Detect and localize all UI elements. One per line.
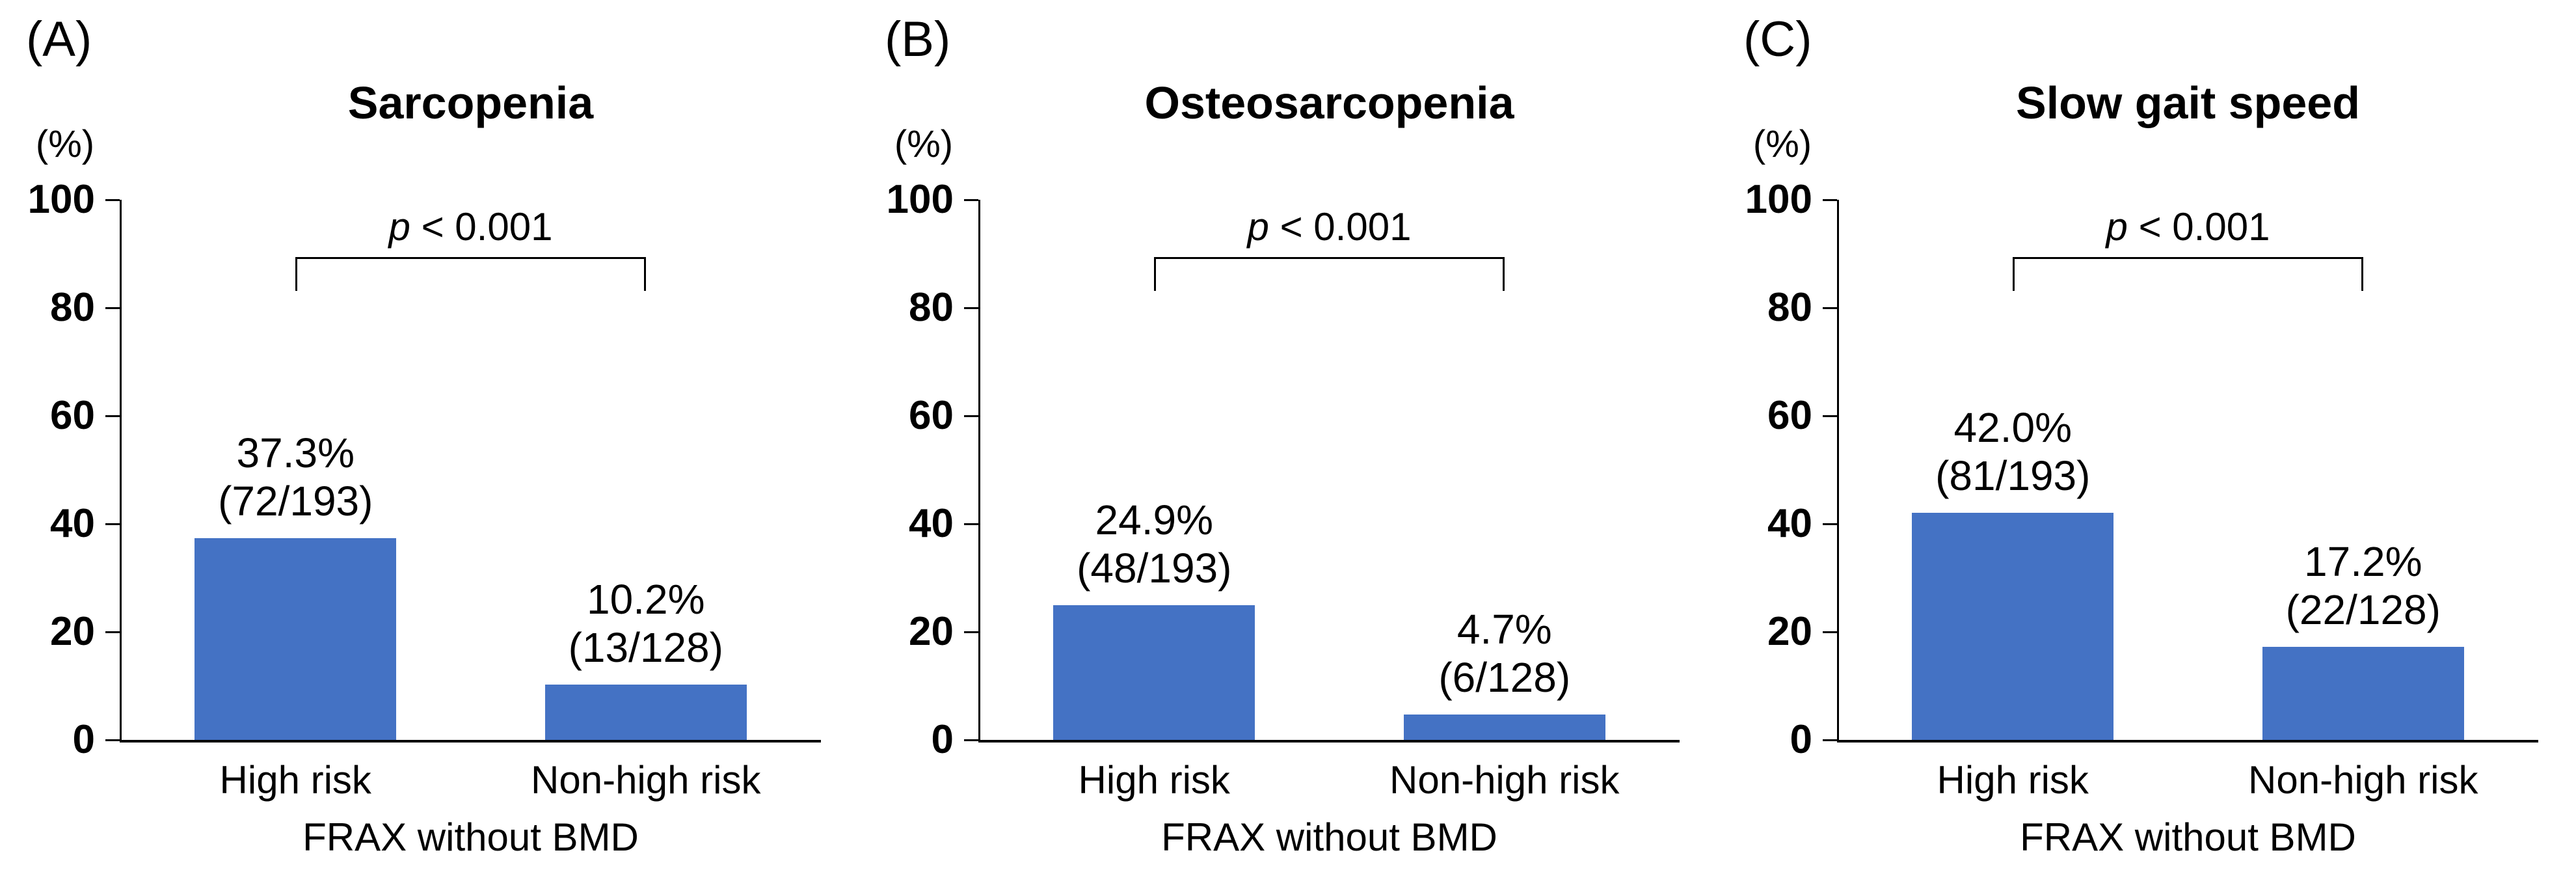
y-tick-label: 60 [1767,393,1812,438]
y-axis-unit-label: (%) [35,123,95,165]
y-tick-label: 100 [1745,177,1812,222]
x-axis-title: FRAX without BMD [2020,815,2356,859]
chart-title: Osteosarcopenia [1144,77,1514,128]
y-tick-mark [964,523,978,525]
x-axis-title: FRAX without BMD [302,815,639,859]
bar-value-label: 4.7% (6/128) [1438,605,1571,701]
y-tick-label: 40 [50,501,95,546]
y-tick-label: 20 [50,609,95,654]
chart-panel-a: (A) Sarcopenia (%) FRAX without BMD 0 20 4… [0,0,859,872]
y-tick-label: 60 [50,393,95,438]
p-value-label: p < 0.001 [1247,205,1412,249]
y-tick-mark [1823,631,1837,633]
y-tick-label: 20 [909,609,954,654]
y-tick-label: 80 [1767,285,1812,330]
y-tick-mark [105,307,120,309]
p-symbol: p [1247,205,1269,249]
bar-value-label: 10.2% (13/128) [568,576,723,672]
x-tick-label: High risk [1078,758,1230,802]
significance-bracket-end-right [2361,257,2363,291]
x-tick-label: High risk [1937,758,2089,802]
panel-letter: (B) [885,12,951,67]
y-tick-mark [105,415,120,417]
x-tick-label: Non-high risk [531,758,761,802]
significance-bracket-end-right [1502,257,1505,291]
y-tick-label: 0 [931,717,954,762]
chart-panel-b: (B) Osteosarcopenia (%) FRAX without BMD… [859,0,1717,872]
chart-panel-c: (C) Slow gait speed (%) FRAX without BMD… [1717,0,2576,872]
bar-value-label: 42.0% (81/193) [1935,404,2091,500]
x-axis-line [120,740,821,743]
significance-bracket-end-left [1154,257,1157,291]
y-tick-label: 80 [50,285,95,330]
y-axis-line [1837,200,1839,743]
bar [195,538,397,740]
y-axis-unit-label: (%) [1752,123,1812,165]
y-tick-mark [1823,523,1837,525]
y-tick-mark [964,199,978,201]
significance-bracket [1154,257,1505,259]
significance-bracket-end-right [643,257,646,291]
y-axis-unit-label: (%) [894,123,954,165]
y-tick-mark [964,739,978,741]
chart-title: Sarcopenia [347,77,594,128]
x-tick-label: Non-high risk [1389,758,1620,802]
chart-title: Slow gait speed [2016,77,2360,128]
bar [1912,513,2114,740]
p-value-label: p < 0.001 [388,205,553,249]
y-axis-line [120,200,122,743]
y-tick-label: 80 [909,285,954,330]
bar-value-label: 24.9% (48/193) [1077,497,1232,592]
y-tick-label: 100 [886,177,954,222]
y-tick-label: 40 [1767,501,1812,546]
significance-bracket [2013,257,2363,259]
y-tick-label: 0 [72,717,95,762]
y-tick-label: 100 [27,177,95,222]
significance-bracket [295,257,646,259]
y-tick-mark [105,631,120,633]
y-tick-mark [964,415,978,417]
bar-value-label: 17.2% (22/128) [2285,538,2441,634]
y-tick-mark [1823,415,1837,417]
bar [1403,714,1605,740]
y-tick-label: 40 [909,501,954,546]
bar [2262,647,2464,740]
y-tick-mark [105,739,120,741]
p-symbol: p [388,205,410,249]
y-tick-mark [1823,307,1837,309]
x-tick-label: High risk [219,758,371,802]
panel-letter: (C) [1743,12,1812,67]
y-tick-mark [964,631,978,633]
bar [544,685,747,740]
p-value-label: p < 0.001 [2106,205,2270,249]
x-axis-line [978,740,1680,743]
significance-bracket-end-left [295,257,298,291]
y-axis-line [978,200,980,743]
x-tick-label: Non-high risk [2248,758,2478,802]
y-tick-mark [105,523,120,525]
bar [1053,605,1255,740]
y-tick-mark [964,307,978,309]
p-symbol: p [2106,205,2128,249]
y-tick-label: 60 [909,393,954,438]
bar-value-label: 37.3% (72/193) [218,429,373,525]
y-tick-label: 20 [1767,609,1812,654]
y-tick-mark [1823,199,1837,201]
y-tick-mark [105,199,120,201]
panel-letter: (A) [26,12,92,67]
x-axis-line [1837,740,2538,743]
x-axis-title: FRAX without BMD [1161,815,1497,859]
y-tick-label: 0 [1790,717,1812,762]
significance-bracket-end-left [2013,257,2015,291]
y-tick-mark [1823,739,1837,741]
